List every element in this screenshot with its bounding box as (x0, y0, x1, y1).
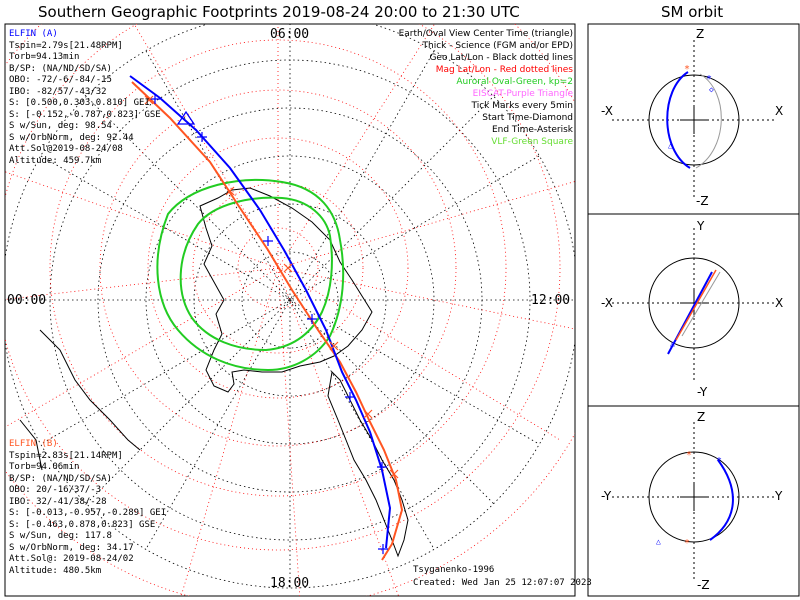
nz-coast (19, 419, 43, 471)
view-center-triangle (176, 110, 196, 125)
created-label: Created: Wed Jan 25 12:07:07 2023 (413, 578, 592, 588)
polar-map (5, 24, 575, 596)
elfin-b-line: Tspin=2.83s[21.14RPM] (9, 450, 123, 461)
south-america-outline (327, 370, 409, 558)
svg-text:◇: ◇ (709, 85, 714, 94)
svg-text:△: △ (670, 339, 675, 348)
elfin-a-line: OBO: -72/-6/-84/-15 (9, 75, 112, 85)
elfin-a-line: B/SP: (NA/ND/SD/SA) (9, 63, 112, 74)
elfin-b-line: Altitude: 480.5km (9, 565, 102, 576)
elfin-a-line: S w/Sun, deg: 98.54 (9, 121, 112, 131)
elfin-a-line: Tspin=2.79s[21.48RPM] (9, 40, 123, 51)
geo-grid (5, 24, 575, 590)
orbit2-bottom: -Y (697, 385, 708, 399)
orbit3-top: Z (697, 410, 706, 424)
orbit3-left: -Y (601, 489, 612, 503)
orbit2-left: -X (601, 296, 613, 310)
antarctica-outline (199, 187, 373, 393)
orbit3-right: Y (775, 489, 783, 503)
orbit1-left: -X (601, 104, 613, 118)
svg-text:△: △ (656, 537, 661, 546)
orbit-frame (587, 23, 800, 597)
hour-label-right: 12:00 (531, 293, 571, 308)
svg-text:*: * (684, 64, 690, 75)
legend-item: Thick - Science (FGM and/or EPD) (422, 41, 573, 51)
orbit1-top: Z (696, 27, 705, 41)
elfin-a-line: S: [0.500,0.303,0.810] GEI (9, 98, 150, 108)
elfin-b-line: Att.Sol@: 2019-08-24/02 (9, 554, 134, 564)
hour-label-top: 06:00 (270, 27, 310, 42)
elfin-a-name: ELFIN (A) (9, 29, 58, 39)
orbit-panel-2: △ (612, 228, 776, 380)
auroral-oval (156, 178, 345, 372)
orbit-panel-3: * * * △ (612, 422, 776, 582)
svg-text:*: * (684, 538, 690, 549)
elfin-b-ticks (144, 95, 399, 479)
orbit3-bottom: -Z (697, 578, 710, 592)
elfin-b-info: ELFIN (B) Tspin=2.83s[21.14RPM] Torb=94.… (9, 439, 166, 577)
elfin-a-line: Torb=94.13min (9, 52, 80, 62)
elfin-b-line: S: [-0.013,-0.957,-0.289] GEI (9, 508, 167, 518)
legend-item: Start Time-Diamond (482, 113, 573, 123)
legend-item: VLF-Green Square (491, 137, 573, 147)
orbit1-bottom: -Z (696, 194, 709, 208)
elfin-a-line: Altitude: 459.7km (9, 155, 102, 166)
legend-item: Earth/Oval View Center Time (triangle) (398, 29, 573, 39)
legend-item: Mag Lat/Lon - Red dotted lines (435, 65, 573, 75)
legend-item: EISCAT-Purple Triangle (472, 89, 573, 99)
orbit-title: SM orbit (661, 3, 724, 21)
page-title: Southern Geographic Footprints 2019-08-2… (38, 3, 520, 21)
legend: Earth/Oval View Center Time (triangle) T… (399, 28, 573, 148)
orbit2-right: X (775, 296, 784, 310)
orbit2-top: Y (697, 219, 705, 233)
australia-coast (39, 329, 141, 451)
elfin-a-line: S w/OrbNorm, deg: 92.44 (9, 132, 134, 143)
elfin-a-info: ELFIN (A) Tspin=2.79s[21.48RPM] Torb=94.… (9, 29, 161, 167)
orbit1-right: X (775, 104, 784, 118)
svg-text:*: * (686, 450, 692, 461)
elfin-b-line: S w/Sun, deg: 117.8 (9, 531, 112, 541)
elfin-a-ticks (150, 94, 388, 554)
elfin-a-line: IBO: -82/57/-43/32 (9, 86, 107, 97)
elfin-a-line: Att.Sol@2019-08-24/08 (9, 144, 123, 154)
svg-text:△: △ (668, 141, 673, 150)
model-label: Tsyganenko-1996 (413, 565, 495, 575)
legend-item: End Time-Asterisk (491, 125, 573, 135)
mag-grid (5, 24, 575, 596)
elfin-b-line: IBO: 32/-41/38/-28 (9, 496, 107, 507)
elfin-b-name: ELFIN (B) (9, 439, 58, 449)
elfin-b-line: S w/OrbNorm, deg: 34.17 (9, 542, 134, 553)
legend-item: Geo Lat/Lon - Black dotted lines (429, 53, 573, 63)
elfin-b-line: OBO: 20/-16/37/-3 (9, 485, 102, 495)
elfin-a-line: S: [-0.152,-0.787,0.823] GSE (9, 109, 161, 120)
elfin-b-line: B/SP: (NA/ND/SD/SA) (9, 473, 112, 484)
svg-text:*: * (706, 74, 712, 85)
elfin-a-track (129, 75, 392, 549)
legend-item: Tick Marks every 5min (471, 101, 573, 111)
svg-text:*: * (716, 456, 722, 467)
elfin-b-track (131, 81, 404, 561)
legend-item: Auroral Oval-Green, kp=2 (456, 77, 573, 87)
hour-label-left: 00:00 (7, 293, 47, 308)
hour-label-bottom: 18:00 (270, 576, 310, 591)
elfin-b-line: S: [-0.463,0.878,0.823] GSE (9, 519, 156, 530)
orbit-panel-1: * ◇ * △ (612, 40, 776, 200)
elfin-b-line: Torb=94.06min (9, 462, 80, 472)
